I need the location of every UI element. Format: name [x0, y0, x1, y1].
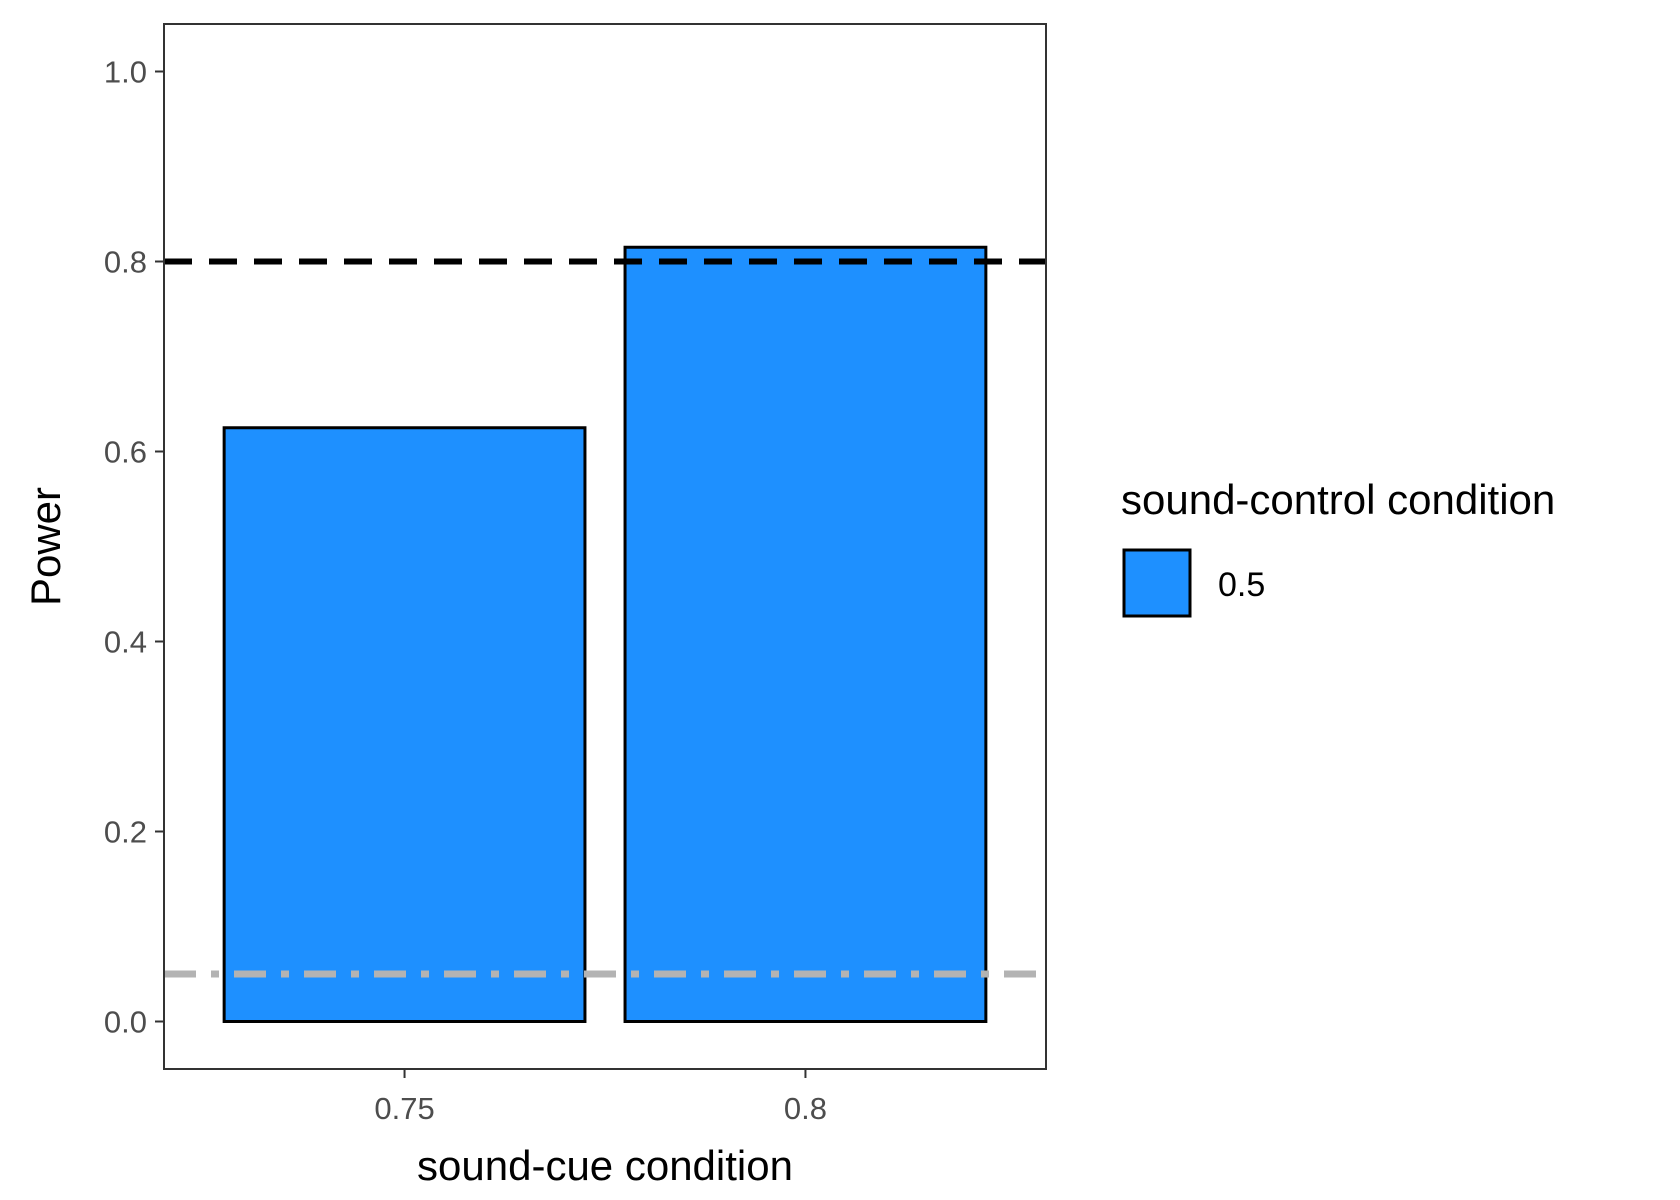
x-tick-label: 0.75 [374, 1091, 434, 1126]
x-axis-title: sound-cue condition [417, 1142, 793, 1189]
y-tick-label: 1.0 [104, 55, 147, 90]
y-tick-label: 0.0 [104, 1005, 147, 1040]
panel-border [163, 23, 1047, 1070]
x-tick-label: 0.8 [784, 1091, 827, 1126]
y-axis: 0.0 0.2 0.4 0.6 0.8 1.0 [104, 55, 164, 1040]
y-tick-label: 0.8 [104, 245, 147, 280]
plot-area [164, 245, 1046, 1023]
bar-0.8 [623, 245, 988, 1023]
bar-0.75 [222, 426, 587, 1023]
y-tick-label: 0.6 [104, 435, 147, 470]
y-axis-title: Power [22, 487, 69, 606]
x-axis: 0.75 0.8 [374, 1069, 827, 1126]
y-tick-label: 0.4 [104, 625, 147, 660]
legend-title: sound-control condition [1121, 476, 1555, 523]
y-tick-label: 0.2 [104, 815, 147, 850]
legend-key-label: 0.5 [1218, 566, 1265, 604]
legend: sound-control condition 0.5 [1121, 476, 1555, 618]
legend-key-swatch [1122, 548, 1192, 618]
